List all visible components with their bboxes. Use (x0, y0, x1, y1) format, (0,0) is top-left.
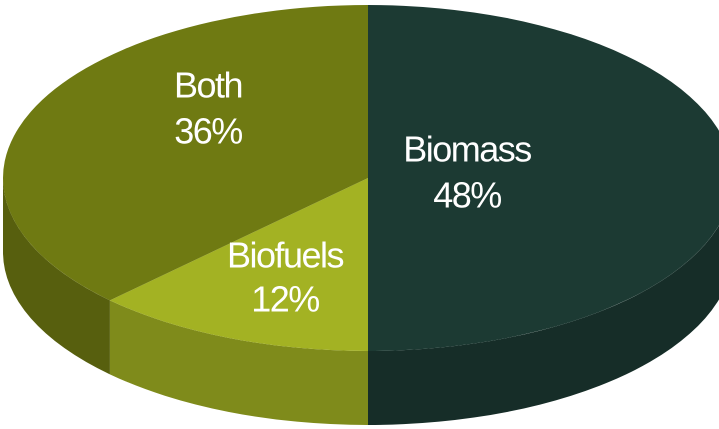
slice-label: Biomass (403, 129, 531, 170)
slice-value-label: 36% (174, 111, 242, 152)
slice-value-label: 48% (433, 175, 501, 216)
slice-value-label: 12% (251, 279, 319, 320)
slice (3, 5, 368, 301)
slice-side (109, 300, 369, 425)
slice (368, 5, 719, 351)
slice-label: Biofuels (227, 235, 344, 276)
slice-side (3, 178, 110, 375)
slice-label: Both (174, 65, 242, 106)
slice-side (368, 225, 719, 425)
slice (109, 178, 369, 351)
